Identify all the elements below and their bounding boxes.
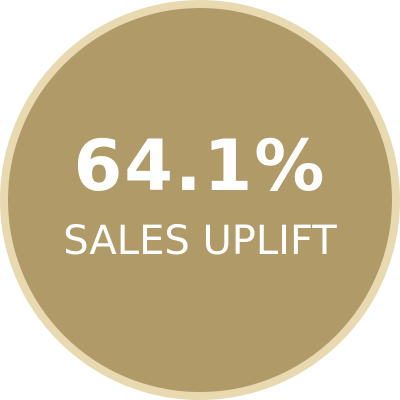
stat-label: SALES UPLIFT bbox=[63, 218, 337, 264]
stat-value: 64.1% bbox=[73, 125, 327, 207]
